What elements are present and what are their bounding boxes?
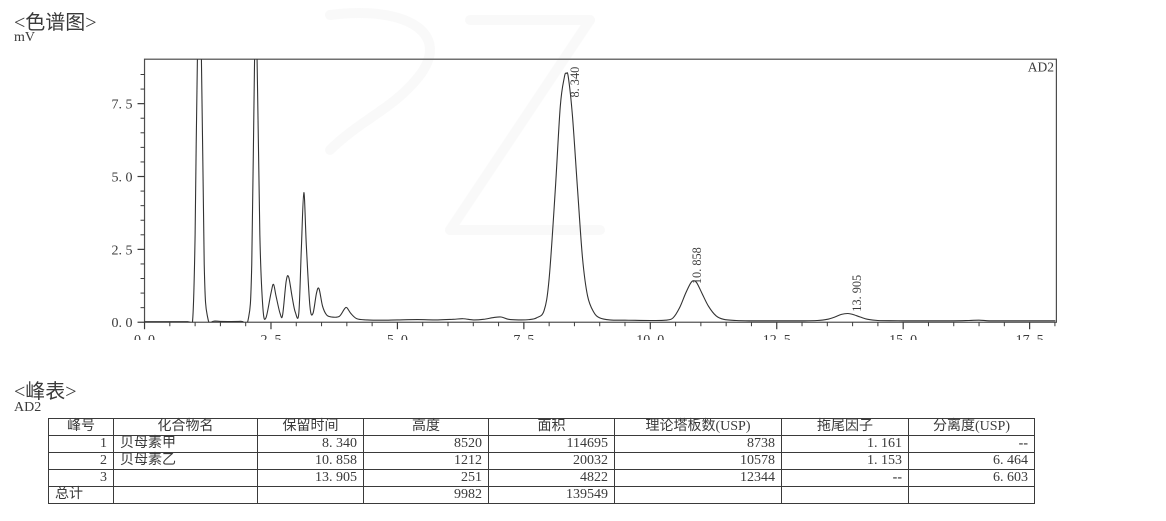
svg-text:5. 0: 5. 0 — [387, 333, 408, 340]
svg-text:15. 0: 15. 0 — [889, 333, 917, 340]
svg-text:7. 5: 7. 5 — [513, 333, 534, 340]
svg-text:12. 5: 12. 5 — [763, 333, 791, 340]
svg-text:10. 858: 10. 858 — [690, 247, 704, 284]
svg-text:17. 5: 17. 5 — [1016, 333, 1044, 340]
svg-text:7. 5: 7. 5 — [112, 98, 133, 113]
svg-text:2. 5: 2. 5 — [260, 333, 281, 340]
svg-text:2. 5: 2. 5 — [112, 243, 133, 258]
svg-text:8. 340: 8. 340 — [568, 67, 582, 98]
svg-text:AD2: AD2 — [1028, 60, 1054, 75]
svg-text:5. 0: 5. 0 — [112, 171, 133, 186]
svg-text:13. 905: 13. 905 — [850, 275, 864, 312]
svg-text:0. 0: 0. 0 — [134, 333, 155, 340]
svg-text:10. 0: 10. 0 — [636, 333, 664, 340]
svg-text:0. 0: 0. 0 — [112, 316, 133, 331]
